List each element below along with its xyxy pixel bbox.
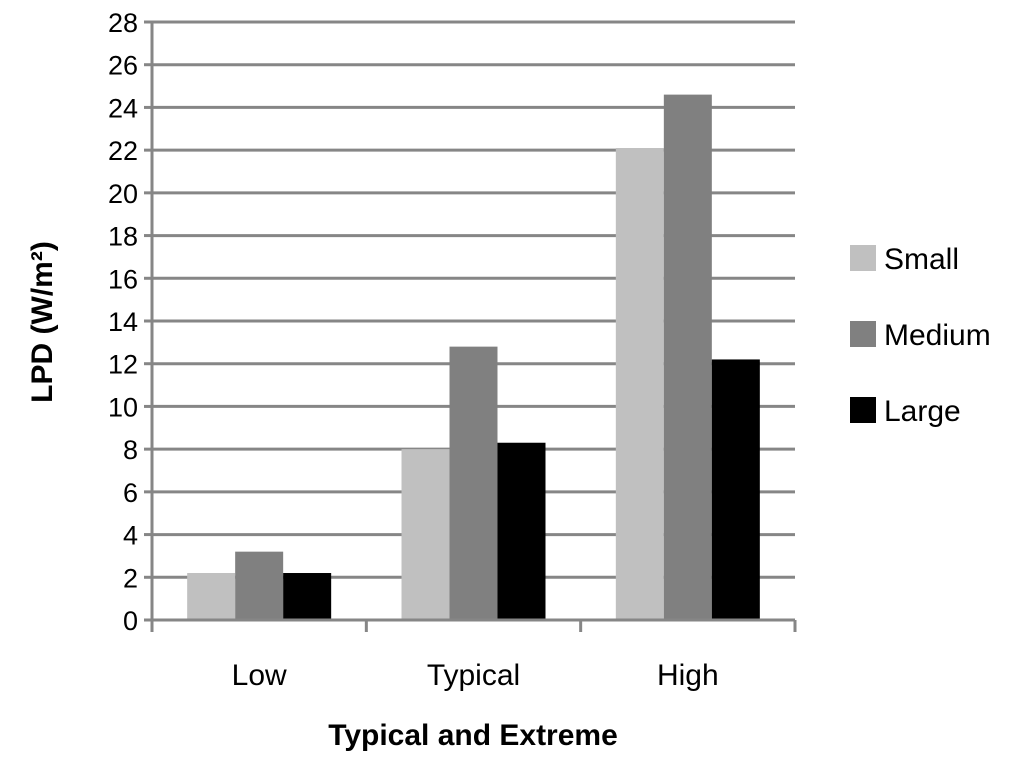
y-tick-label: 18 [108, 222, 138, 252]
legend-label-medium: Medium [884, 319, 991, 352]
category-labels: Low Typical High [232, 659, 719, 692]
bar-medium-high [663, 94, 712, 621]
legend-label-large: Large [884, 395, 961, 428]
legend: Small Medium Large [850, 243, 991, 428]
y-axis-title: LPD (W/m²) [26, 241, 59, 403]
y-tick-label: 0 [123, 606, 138, 636]
y-tick-label: 10 [108, 392, 138, 422]
bar-large-high [711, 359, 760, 620]
category-label: High [657, 659, 719, 692]
legend-swatch-small [850, 245, 876, 271]
y-tick-label: 26 [108, 51, 138, 81]
bar-medium-typical [449, 346, 498, 620]
x-axis-title: Typical and Extreme [328, 719, 618, 752]
bar-small-low [187, 573, 236, 620]
y-tick-label: 12 [108, 350, 138, 380]
legend-swatch-medium [850, 321, 876, 347]
bar-medium-low [235, 551, 284, 620]
category-label: Typical [427, 659, 520, 692]
y-tick-label: 14 [108, 307, 138, 337]
legend-label-small: Small [884, 243, 959, 276]
legend-swatch-large [850, 397, 876, 423]
bar-small-typical [401, 449, 450, 620]
y-tick-label: 16 [108, 264, 138, 294]
y-tick-label: 8 [123, 435, 138, 465]
bars [187, 94, 760, 621]
y-tick-label: 28 [108, 8, 138, 38]
y-tick-label: 2 [123, 563, 138, 593]
bar-large-low [283, 573, 332, 620]
y-tick-label: 4 [123, 521, 138, 551]
bar-small-high [615, 148, 664, 620]
y-tick-label: 6 [123, 478, 138, 508]
y-tick-label: 24 [108, 93, 138, 123]
y-tick-label: 22 [108, 136, 138, 166]
axes [150, 22, 797, 632]
bar-large-typical [497, 442, 546, 620]
y-tick-label: 20 [108, 179, 138, 209]
category-label: Low [232, 659, 287, 692]
